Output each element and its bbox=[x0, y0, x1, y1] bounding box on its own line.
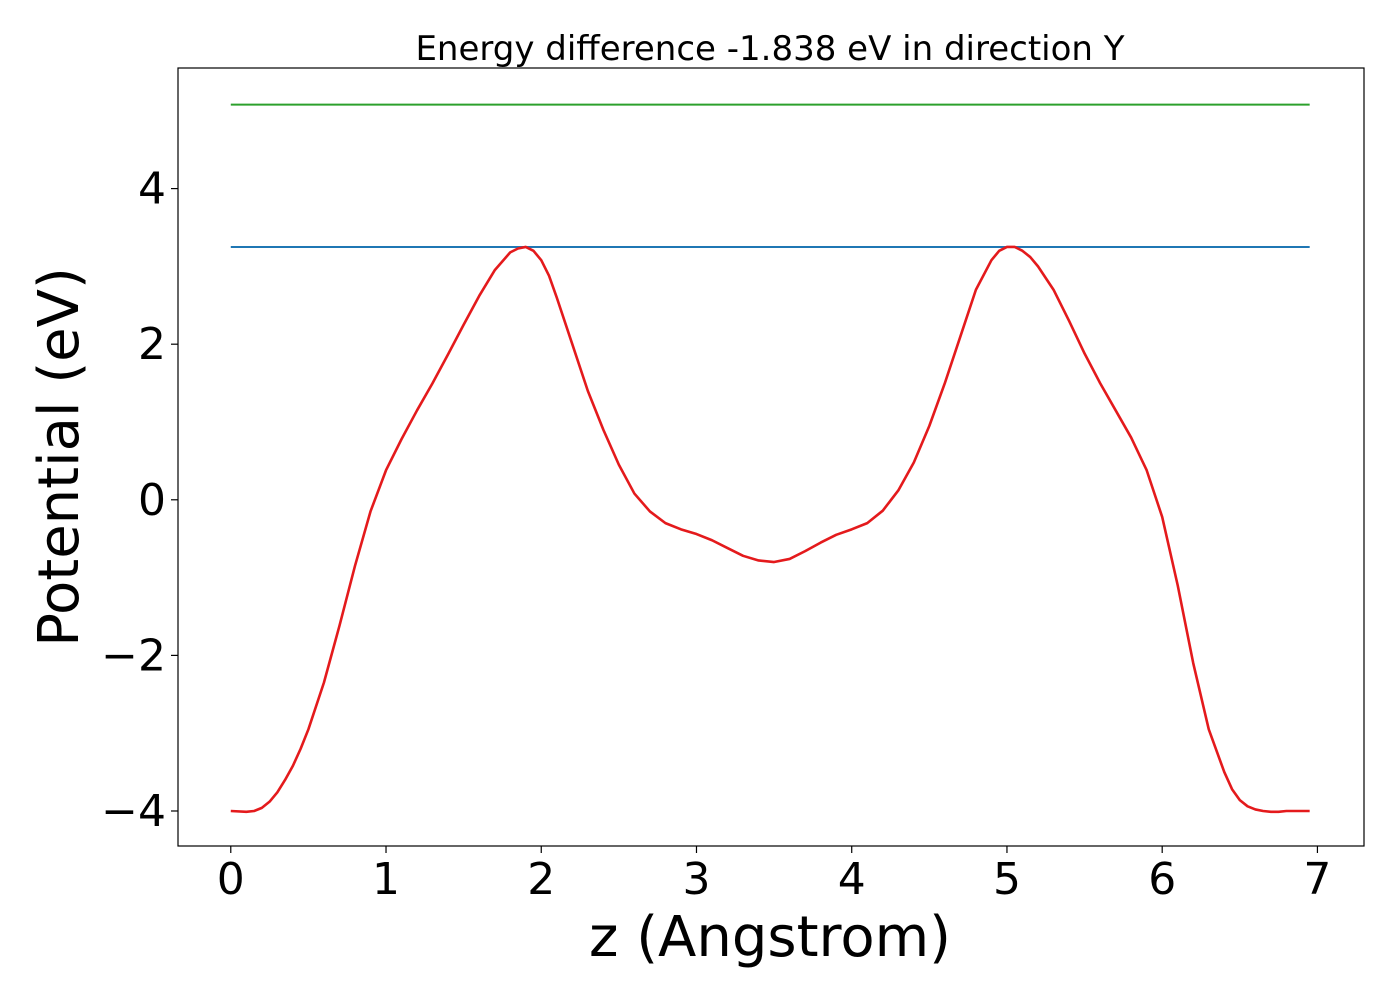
y-tick-label: 2 bbox=[138, 319, 166, 370]
x-tick-label: 6 bbox=[1148, 854, 1176, 905]
y-tick-label: −2 bbox=[101, 630, 166, 681]
x-axis: 0 1 2 3 4 5 6 7 bbox=[217, 846, 1331, 905]
y-tick-label: −4 bbox=[101, 786, 166, 837]
x-axis-label: z (Angstrom) bbox=[589, 905, 951, 970]
y-axis-label: Potential (eV) bbox=[27, 267, 92, 647]
x-tick-label: 1 bbox=[372, 854, 400, 905]
y-tick-label: 0 bbox=[138, 475, 166, 526]
x-tick-label: 0 bbox=[217, 854, 245, 905]
x-tick-label: 3 bbox=[682, 854, 710, 905]
x-tick-label: 7 bbox=[1303, 854, 1331, 905]
chart-title: Energy difference -1.838 eV in direction… bbox=[415, 29, 1124, 69]
y-tick-label: 4 bbox=[138, 164, 166, 215]
plot-area bbox=[230, 103, 1310, 814]
x-tick-label: 5 bbox=[993, 854, 1021, 905]
series-line-2 bbox=[230, 245, 1310, 814]
x-tick-label: 4 bbox=[838, 854, 866, 905]
axes-frame bbox=[177, 67, 1365, 847]
y-axis: −4 −2 0 2 4 bbox=[101, 164, 178, 837]
x-tick-label: 2 bbox=[527, 854, 555, 905]
